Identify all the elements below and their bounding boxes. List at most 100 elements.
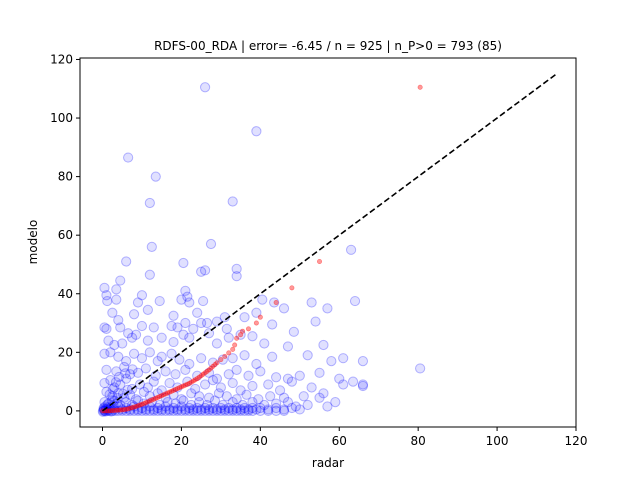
quantile-point — [141, 401, 147, 407]
quantile-point — [157, 394, 163, 400]
observed-point — [288, 326, 299, 337]
observed-point — [166, 348, 177, 359]
observed-point — [310, 316, 321, 327]
chart-title: RDFS-00_RDA | error= -6.45 / n = 925 | n… — [154, 39, 502, 53]
quantile-point — [111, 407, 117, 413]
y-tick-label: 100 — [50, 111, 73, 125]
observed-point — [146, 397, 157, 408]
observed-point — [156, 404, 167, 415]
quantile-point — [218, 357, 224, 363]
observed-point — [148, 404, 159, 415]
quantile-point — [188, 379, 194, 385]
quantile-point — [161, 392, 167, 398]
observed-point — [271, 402, 282, 414]
observed-point — [259, 399, 270, 411]
observed-point — [111, 366, 122, 377]
quantile-point — [204, 368, 210, 374]
observed-point — [115, 275, 126, 286]
observed-point — [123, 328, 134, 339]
observed-point — [172, 322, 183, 333]
observed-point — [255, 405, 266, 416]
y-axis: 0 20 40 60 80 100 120 — [50, 52, 80, 418]
observed-point — [192, 402, 203, 414]
observed-point — [290, 401, 301, 412]
observed-point — [132, 395, 144, 406]
observed-point — [330, 397, 341, 408]
observed-point — [107, 384, 118, 395]
observed-point — [180, 404, 191, 415]
observed-point — [130, 394, 142, 405]
x-tick-label: 40 — [253, 434, 268, 448]
observed-point — [211, 404, 223, 415]
observed-point — [176, 394, 187, 405]
observed-point — [235, 329, 246, 340]
quantile-point — [417, 84, 423, 90]
observed-point — [109, 404, 120, 415]
observed-point — [168, 402, 179, 414]
observed-point — [111, 294, 122, 305]
quantile-point — [119, 407, 125, 413]
observed-point — [160, 401, 171, 412]
observed-point — [338, 379, 349, 390]
observed-point — [172, 404, 183, 415]
observed-point — [357, 380, 369, 392]
observed-point — [121, 402, 132, 414]
quantile-point — [155, 394, 161, 400]
observed-point — [138, 398, 150, 409]
observed-point — [100, 401, 111, 412]
observed-point — [152, 402, 163, 414]
observed-point — [164, 404, 175, 415]
observed-point — [136, 405, 148, 416]
observed-point — [217, 354, 228, 365]
quantile-point — [198, 373, 204, 379]
quantile-point — [192, 377, 198, 383]
observed-point — [207, 357, 219, 368]
observed-point — [184, 332, 195, 343]
observed-point — [237, 399, 248, 411]
observed-point — [178, 257, 189, 269]
observed-point — [164, 405, 175, 416]
observed-point — [101, 290, 112, 301]
observed-point — [111, 284, 122, 295]
quantile-point — [109, 408, 115, 414]
observed-point — [349, 295, 361, 307]
observed-point — [117, 404, 128, 415]
observed-point — [99, 322, 110, 333]
observed-point — [115, 322, 126, 333]
quantile-point — [167, 389, 173, 395]
observed-point — [196, 266, 207, 277]
observed-point — [274, 385, 286, 396]
observed-point — [142, 304, 153, 315]
observed-point — [188, 404, 199, 415]
observed-point — [156, 351, 167, 362]
observed-point — [239, 350, 250, 361]
observed-point — [239, 402, 250, 414]
observed-point — [178, 329, 189, 340]
observed-point — [109, 339, 120, 351]
observed-point — [188, 405, 199, 416]
observed-point — [415, 363, 426, 374]
x-tick-label: 120 — [565, 434, 588, 448]
observed-point — [180, 285, 191, 296]
observed-point — [196, 353, 207, 364]
observed-point — [142, 335, 153, 346]
observed-point — [107, 391, 118, 402]
observed-point — [112, 392, 123, 404]
observed-point — [357, 356, 369, 367]
observed-point — [121, 373, 132, 384]
quantile-point — [107, 408, 113, 414]
observed-point — [148, 405, 159, 416]
quantile-point — [153, 395, 159, 401]
observed-point — [265, 391, 276, 402]
observed-point — [231, 271, 242, 282]
observed-point — [176, 405, 187, 416]
observed-point — [99, 405, 110, 416]
quantile-point — [317, 259, 323, 265]
observed-point — [164, 377, 175, 389]
quantile-point — [222, 353, 228, 359]
observed-point — [110, 377, 122, 388]
observed-point — [113, 351, 124, 362]
observed-point — [119, 361, 130, 373]
observed-point — [168, 389, 179, 400]
observed-point — [160, 366, 171, 377]
